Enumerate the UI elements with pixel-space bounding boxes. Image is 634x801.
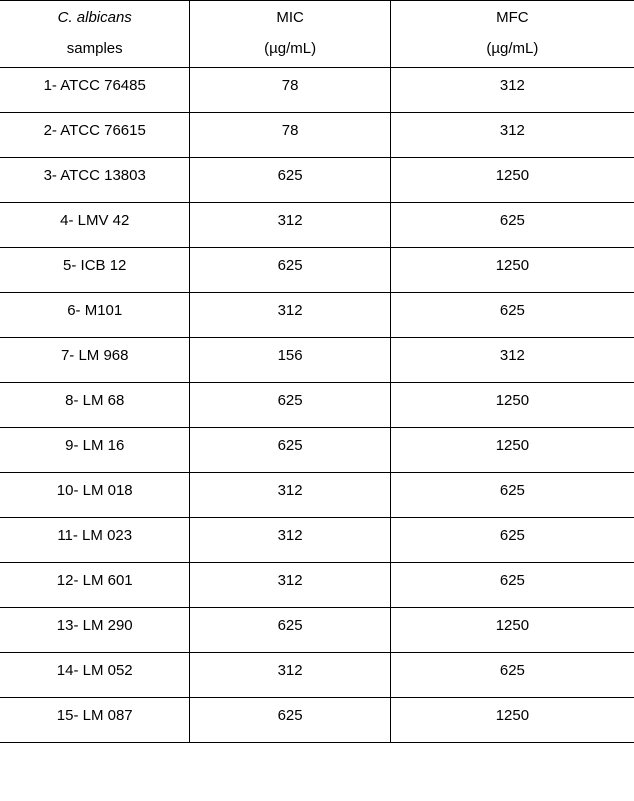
cell-mic: 78 [190,68,390,113]
header-sample: C. albicans samples [0,1,190,68]
header-mfc: MFC (µg/mL) [390,1,634,68]
cell-sample: 1- ATCC 76485 [0,68,190,113]
mic-mfc-table: C. albicans samples MIC (µg/mL) MFC (µg/… [0,0,634,743]
cell-mfc: 625 [390,293,634,338]
cell-mic: 312 [190,563,390,608]
cell-mfc: 1250 [390,698,634,743]
cell-mic: 625 [190,608,390,653]
cell-sample: 12- LM 601 [0,563,190,608]
cell-mfc: 625 [390,563,634,608]
cell-mfc: 1250 [390,248,634,293]
header-sample-line1: C. albicans [0,1,189,26]
table-row: 11- LM 023 312 625 [0,518,634,563]
cell-sample: 3- ATCC 13803 [0,158,190,203]
cell-sample: 2- ATCC 76615 [0,113,190,158]
header-mfc-line2: (µg/mL) [391,26,634,67]
cell-sample: 11- LM 023 [0,518,190,563]
cell-mfc: 625 [390,653,634,698]
cell-sample: 9- LM 16 [0,428,190,473]
cell-sample: 5- ICB 12 [0,248,190,293]
header-mic: MIC (µg/mL) [190,1,390,68]
table-row: 12- LM 601 312 625 [0,563,634,608]
table-row: 9- LM 16 625 1250 [0,428,634,473]
cell-mic: 312 [190,518,390,563]
cell-mic: 625 [190,698,390,743]
cell-mic: 625 [190,383,390,428]
header-mic-line1: MIC [190,1,389,26]
cell-mic: 312 [190,293,390,338]
table-row: 4- LMV 42 312 625 [0,203,634,248]
cell-mfc: 625 [390,203,634,248]
table-row: 15- LM 087 625 1250 [0,698,634,743]
cell-sample: 15- LM 087 [0,698,190,743]
table-header-row: C. albicans samples MIC (µg/mL) MFC (µg/… [0,1,634,68]
table-row: 13- LM 290 625 1250 [0,608,634,653]
cell-mic: 156 [190,338,390,383]
cell-mfc: 312 [390,68,634,113]
header-mfc-line1: MFC [391,1,634,26]
table-row: 10- LM 018 312 625 [0,473,634,518]
cell-sample: 10- LM 018 [0,473,190,518]
table-row: 2- ATCC 76615 78 312 [0,113,634,158]
cell-sample: 14- LM 052 [0,653,190,698]
cell-mic: 625 [190,158,390,203]
cell-sample: 7- LM 968 [0,338,190,383]
data-table-container: C. albicans samples MIC (µg/mL) MFC (µg/… [0,0,634,743]
cell-mfc: 312 [390,113,634,158]
cell-mfc: 1250 [390,158,634,203]
cell-mic: 625 [190,248,390,293]
table-row: 14- LM 052 312 625 [0,653,634,698]
header-mic-line2: (µg/mL) [190,26,389,67]
cell-mfc: 312 [390,338,634,383]
table-row: 7- LM 968 156 312 [0,338,634,383]
cell-mic: 625 [190,428,390,473]
table-row: 5- ICB 12 625 1250 [0,248,634,293]
cell-sample: 4- LMV 42 [0,203,190,248]
cell-mfc: 1250 [390,428,634,473]
header-sample-line2: samples [0,26,189,67]
table-row: 8- LM 68 625 1250 [0,383,634,428]
cell-mic: 78 [190,113,390,158]
cell-sample: 8- LM 68 [0,383,190,428]
cell-mic: 312 [190,653,390,698]
cell-sample: 6- M101 [0,293,190,338]
table-row: 3- ATCC 13803 625 1250 [0,158,634,203]
table-row: 6- M101 312 625 [0,293,634,338]
table-row: 1- ATCC 76485 78 312 [0,68,634,113]
cell-mfc: 1250 [390,608,634,653]
cell-mfc: 625 [390,518,634,563]
cell-mic: 312 [190,473,390,518]
cell-mfc: 625 [390,473,634,518]
cell-mic: 312 [190,203,390,248]
cell-sample: 13- LM 290 [0,608,190,653]
table-body: 1- ATCC 76485 78 312 2- ATCC 76615 78 31… [0,68,634,743]
cell-mfc: 1250 [390,383,634,428]
